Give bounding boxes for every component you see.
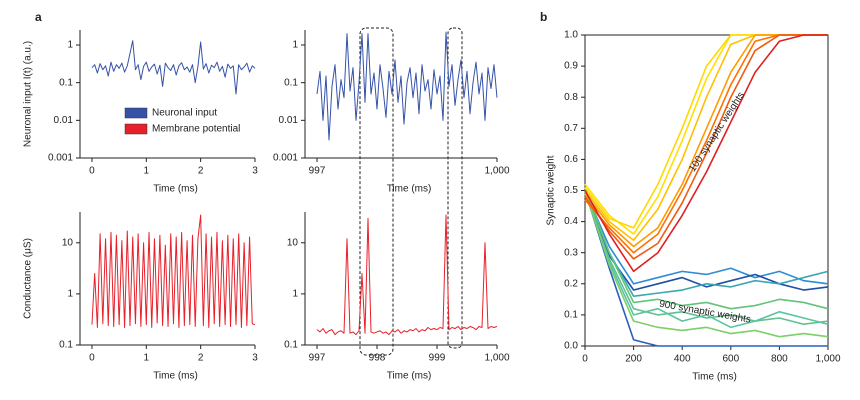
- y-tick-label: 0.1: [284, 77, 298, 88]
- x-tick-label: 997: [309, 166, 326, 177]
- x-axis-label: Time (ms): [387, 371, 432, 382]
- y-axis-label: Neuronal input I(t) (a.u.): [23, 41, 34, 147]
- x-tick-label: 1: [144, 166, 150, 177]
- y-tick-label: 0.6: [564, 154, 578, 165]
- y-tick-label: 0.2: [564, 278, 578, 289]
- data-line: [584, 190, 829, 291]
- y-tick-label: 0.01: [54, 115, 74, 126]
- x-tick-label: 1,000: [815, 354, 840, 365]
- y-tick-label: 1: [67, 289, 73, 300]
- highlight-box: [359, 27, 394, 356]
- x-axis-label: Time (ms): [153, 371, 198, 382]
- x-tick-label: 600: [722, 354, 739, 365]
- x-tick-label: 400: [674, 354, 691, 365]
- legend-label: Neuronal input: [152, 108, 217, 119]
- y-tick-label: 0.8: [564, 92, 578, 103]
- x-tick-label: 999: [429, 353, 446, 364]
- y-tick-label: 10: [62, 237, 74, 248]
- y-axis-label: Synaptic weight: [546, 155, 557, 225]
- x-axis-label: Time (ms): [387, 184, 432, 195]
- data-line: [584, 190, 829, 329]
- y-tick-label: 0.1: [564, 310, 578, 321]
- data-line: [584, 190, 829, 338]
- y-axis-label: Conductance (μS): [23, 238, 34, 319]
- y-tick-label: 1: [292, 40, 298, 51]
- legend-swatch: [124, 107, 148, 119]
- data-line: [91, 214, 256, 328]
- legend-label: Membrane potential: [152, 124, 240, 135]
- y-tick-label: 0.7: [564, 123, 578, 134]
- y-tick-label: 1.0: [564, 30, 578, 41]
- y-tick-label: 0.1: [59, 340, 73, 351]
- y-tick-label: 0.1: [284, 340, 298, 351]
- data-line: [584, 190, 829, 285]
- y-tick-label: 0.0: [564, 341, 578, 352]
- x-axis-label: Time (ms): [692, 372, 737, 383]
- x-tick-label: 1,000: [484, 166, 509, 177]
- y-tick-label: 0.01: [279, 115, 299, 126]
- data-line: [584, 190, 828, 347]
- y-tick-label: 0.9: [564, 61, 578, 72]
- data-line: [316, 214, 498, 336]
- y-tick-label: 0.5: [564, 185, 578, 196]
- x-tick-label: 0: [89, 353, 95, 364]
- data-line: [584, 34, 828, 273]
- data-line: [584, 187, 829, 310]
- x-tick-label: 3: [252, 353, 258, 364]
- highlight-box: [447, 27, 463, 349]
- y-tick-label: 1: [292, 289, 298, 300]
- x-tick-label: 997: [309, 353, 326, 364]
- x-tick-label: 998: [369, 353, 386, 364]
- data-line: [316, 31, 498, 141]
- panel-label: b: [540, 10, 547, 24]
- y-tick-label: 0.3: [564, 247, 578, 258]
- x-tick-label: 1,000: [484, 353, 509, 364]
- y-tick-label: 1: [67, 40, 73, 51]
- x-tick-label: 2: [198, 166, 204, 177]
- x-tick-label: 200: [625, 354, 642, 365]
- data-line: [584, 34, 828, 260]
- x-tick-label: 0: [582, 354, 588, 365]
- y-tick-label: 10: [287, 237, 299, 248]
- y-tick-label: 0.4: [564, 216, 578, 227]
- panel-label: a: [35, 10, 42, 24]
- x-tick-label: 2: [198, 353, 204, 364]
- legend-swatch: [124, 123, 148, 135]
- y-tick-label: 0.001: [273, 153, 298, 164]
- data-line: [584, 34, 828, 229]
- y-tick-label: 0.001: [48, 153, 73, 164]
- data-line: [584, 190, 829, 298]
- y-tick-label: 0.1: [59, 77, 73, 88]
- x-tick-label: 800: [771, 354, 788, 365]
- data-line: [584, 193, 829, 326]
- plot-frame: [584, 34, 829, 347]
- x-tick-label: 3: [252, 166, 258, 177]
- x-axis-label: Time (ms): [153, 184, 198, 195]
- x-tick-label: 0: [89, 166, 95, 177]
- x-tick-label: 1: [144, 353, 150, 364]
- data-line: [91, 40, 256, 95]
